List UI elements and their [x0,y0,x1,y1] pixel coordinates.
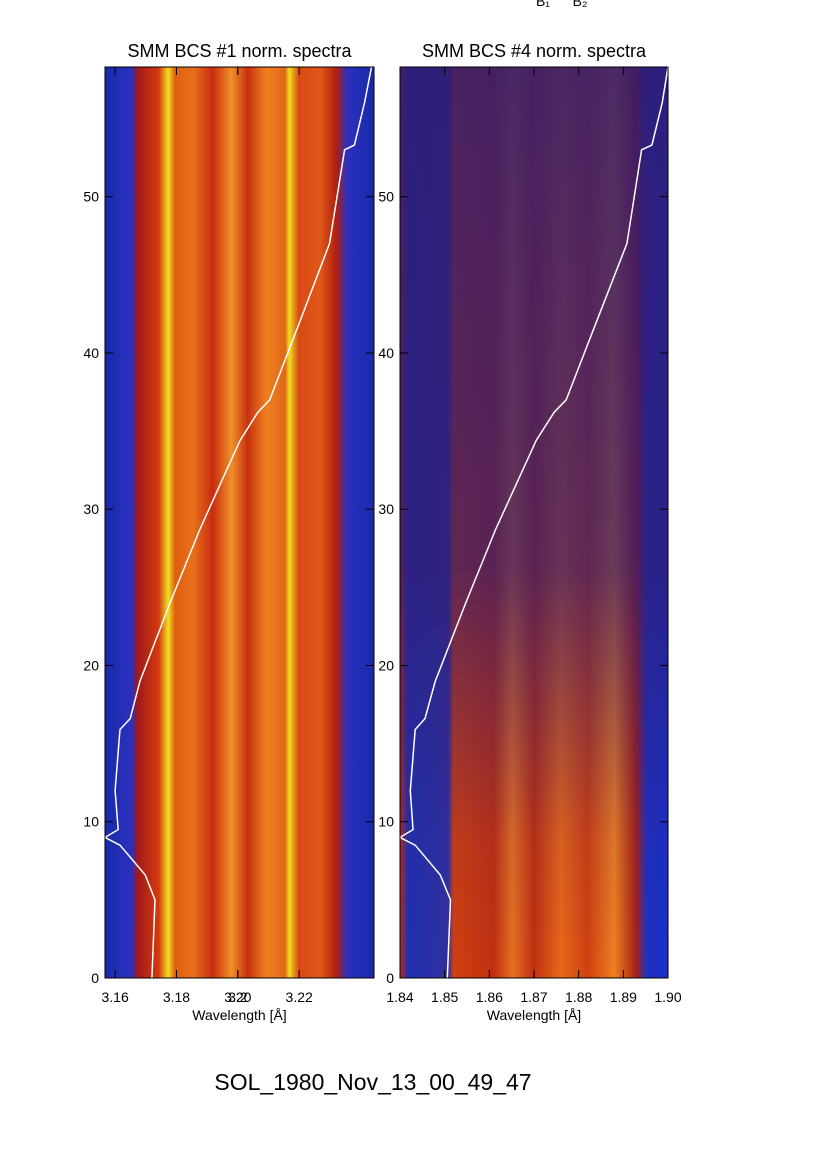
y-tick-label: 10 [83,814,99,830]
x-tick-label: 3.2 [228,989,248,1005]
header-label: B₂ [573,0,588,9]
y-tick-label: 40 [378,345,394,361]
y-tick-label: 30 [378,501,394,517]
y-tick-label: 40 [83,345,99,361]
x-tick-label: 1.87 [520,989,547,1005]
y-tick-label: 50 [378,189,394,205]
x-tick-label: 1.90 [654,989,681,1005]
light-curve [398,66,669,979]
spectrogram-shade [400,67,668,978]
y-tick-label: 0 [91,970,99,986]
light-curve [103,66,373,979]
y-tick-label: 10 [378,814,394,830]
x-tick-label: 1.85 [431,989,458,1005]
spectrogram [105,67,374,978]
x-tick-label: 1.86 [476,989,503,1005]
x-tick-label: 3.20 [224,989,251,1005]
y-tick-label: 50 [83,189,99,205]
x-tick-label: 1.89 [610,989,637,1005]
x-axis-label: Wavelength [Å] [487,1007,581,1023]
panel-title: SMM BCS #4 norm. spectra [422,41,647,61]
x-axis-label: Wavelength [Å] [192,1007,286,1023]
header-label: B₁ [536,0,550,9]
y-tick-label: 20 [378,657,394,673]
y-tick-label: 30 [83,501,99,517]
panel-title: SMM BCS #1 norm. spectra [127,41,352,61]
x-tick-label: 1.84 [386,989,413,1005]
y-tick-label: 20 [83,657,99,673]
x-tick-label: 3.22 [286,989,313,1005]
footer: SOL_1980_Nov_13_00_49_47 [214,1069,531,1095]
x-tick-label: 3.16 [101,989,128,1005]
axes-frame [104,66,375,979]
x-tick-label: 3.18 [163,989,190,1005]
x-tick-label: 1.88 [565,989,592,1005]
y-tick-label: 0 [386,970,394,986]
